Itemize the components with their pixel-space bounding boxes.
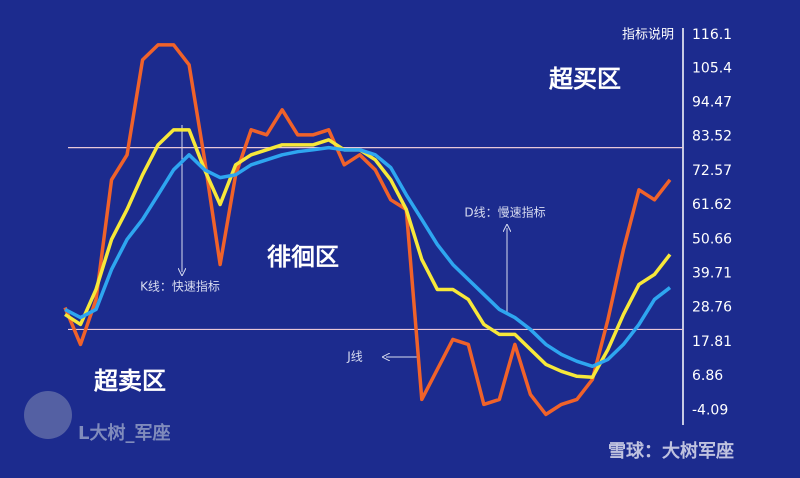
zone-label: 徘徊区 <box>267 243 339 271</box>
y-tick-label: 6.86 <box>692 368 723 384</box>
watermark: 雪球：大树军座 <box>608 440 734 462</box>
y-tick-label: 61.62 <box>692 197 732 213</box>
y-tick-label: 94.47 <box>692 94 732 110</box>
series-line <box>63 43 672 417</box>
avatar <box>24 391 72 439</box>
series-line <box>64 145 672 369</box>
y-tick-label: 105.4 <box>692 60 732 76</box>
annotation: D线：慢速指标 <box>464 205 545 220</box>
annotation: J线 <box>346 350 363 364</box>
watermark: L大树_军座 <box>78 422 170 444</box>
axis-title: 指标说明 <box>622 28 674 43</box>
annotation: K线：快速指标 <box>140 279 220 294</box>
y-tick-label: 72.57 <box>692 163 732 179</box>
series-line <box>64 128 672 379</box>
y-tick-label: 83.52 <box>692 129 732 145</box>
y-tick-label: 28.76 <box>692 300 732 316</box>
y-tick-label: 39.71 <box>692 265 732 281</box>
y-tick-label: 116.1 <box>692 27 732 43</box>
y-tick-label: 17.81 <box>692 334 732 350</box>
zone-label: 超买区 <box>549 65 621 93</box>
zone-label: 超卖区 <box>94 367 166 395</box>
y-tick-label: 50.66 <box>692 231 732 247</box>
y-tick-label: -4.09 <box>692 402 728 418</box>
